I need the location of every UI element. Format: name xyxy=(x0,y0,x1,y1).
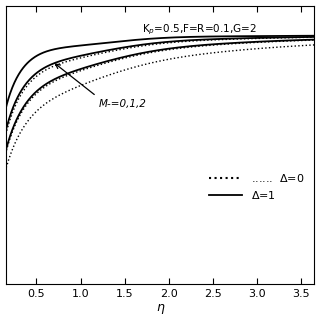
Text: K$_p$=0.5,F=R=0.1,G=2: K$_p$=0.5,F=R=0.1,G=2 xyxy=(142,23,257,37)
X-axis label: η: η xyxy=(156,301,164,315)
Legend: ......  $\Delta$=0, $\Delta$=1: ...... $\Delta$=0, $\Delta$=1 xyxy=(204,167,309,206)
Text: M-=0,1,2: M-=0,1,2 xyxy=(98,100,146,109)
